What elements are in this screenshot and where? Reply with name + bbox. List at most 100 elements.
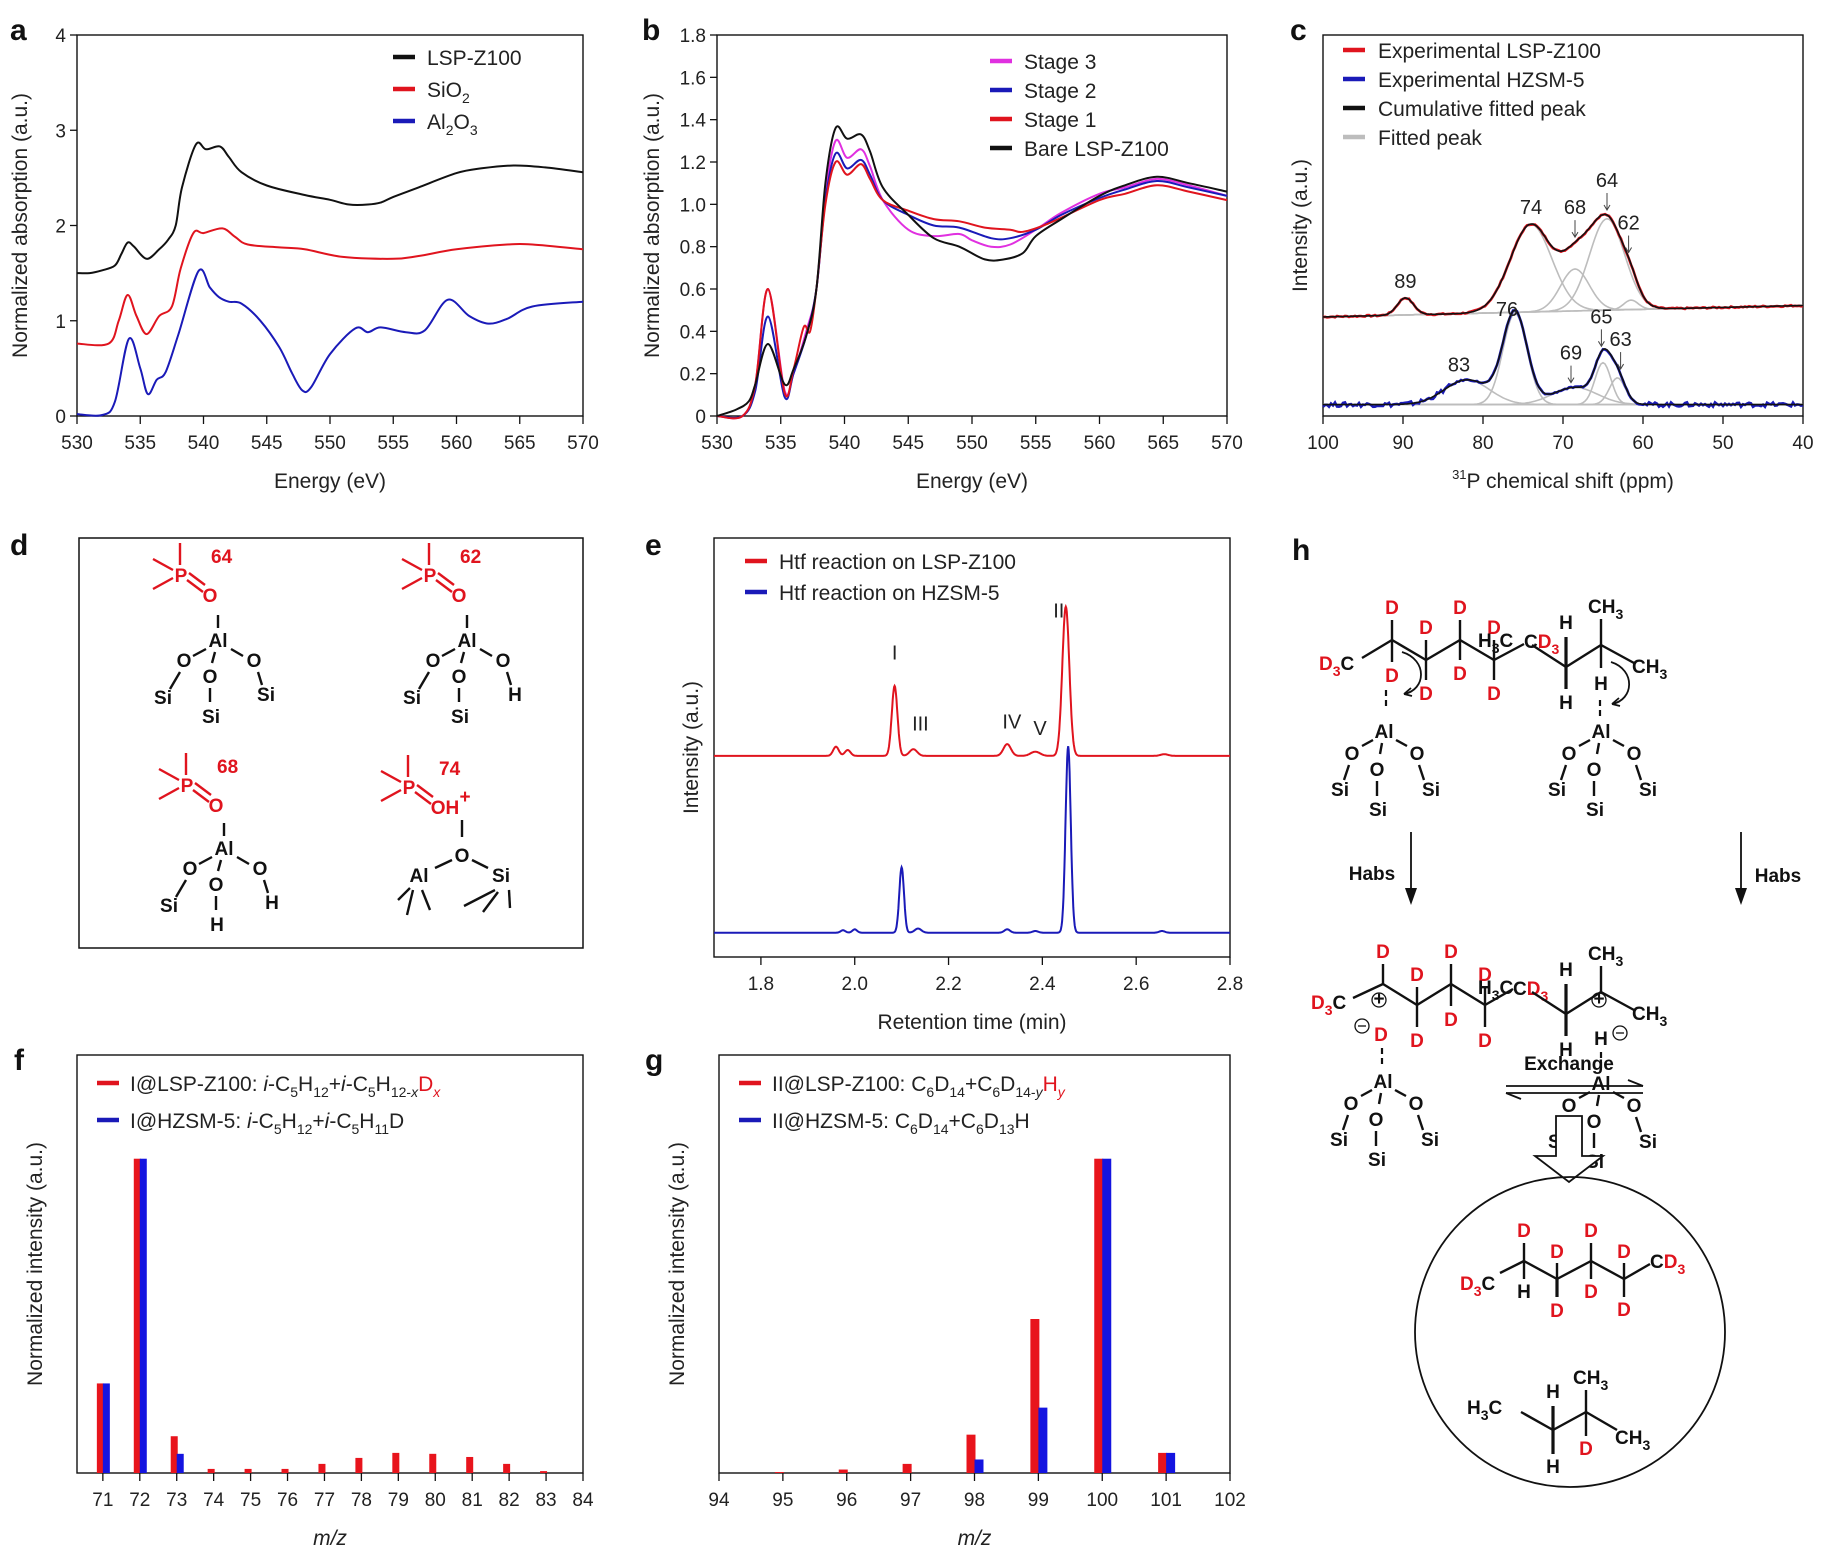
bond (186, 579, 204, 593)
bond (1600, 990, 1635, 1012)
bond (1595, 742, 1601, 755)
deuterium-label: D (1538, 632, 1552, 653)
hydrogen-label: H (1559, 1040, 1573, 1061)
deuterium-label: D (1664, 1252, 1678, 1273)
deuterium-label: D (1517, 1221, 1531, 1242)
chart-c-31p-nmr: 100 90 80 70 60 50 40 Intensity (a.u.) 31P chemi… (1289, 34, 1814, 493)
bond (262, 879, 270, 894)
bond (434, 858, 453, 870)
silicon-label: Si (1421, 1130, 1439, 1151)
chart-f-xtick-label: 83 (535, 1490, 556, 1511)
chart-b-xtick-label: 550 (956, 433, 988, 454)
chart-b-xtick-label: 530 (701, 433, 733, 454)
chart-f-xtick-label: 80 (425, 1490, 446, 1511)
bond (188, 572, 206, 586)
arrowhead (1611, 697, 1621, 707)
exchange-label: Exchange (1524, 1054, 1614, 1075)
bond (471, 858, 489, 870)
bond (152, 576, 174, 591)
legend-formula-part: x (410, 1084, 419, 1100)
legend-formula-part: D (389, 1110, 404, 1133)
oxygen-label: O (1562, 744, 1577, 765)
chart-e-peak-label: I (892, 643, 898, 665)
chart-a-xtick-label: 550 (314, 433, 346, 454)
chart-b-legend-label: Stage 3 (1024, 51, 1096, 74)
chart-g-xtick-label: 96 (836, 1490, 857, 1511)
chart-b-xtick-label: 570 (1211, 433, 1243, 454)
oxygen-label: O (455, 846, 470, 867)
deuterium-label: D (1453, 598, 1467, 619)
chart-b-xtick-label: 560 (1084, 433, 1116, 454)
substituent-label: Si (154, 688, 172, 709)
positive-charge-sign: + (1373, 989, 1384, 1010)
deuterium-label: D (1385, 598, 1399, 619)
hydrogen-label: H (1467, 1398, 1481, 1419)
chart-f-bar (133, 1158, 141, 1473)
scheme-h-mechanism: D3CCD3DDDDDDDDAlOSiOSiOSiH3CHHCH3CH3HAlO… (1311, 597, 1801, 1488)
group-text: CH (1632, 657, 1659, 678)
chart-c-peak-label: 68 (1564, 197, 1586, 219)
bond (1634, 1116, 1643, 1133)
legend-subscript: 3 (470, 122, 478, 138)
chart-a-legend-label: Al2O3 (427, 111, 478, 138)
chart-b-xtick-label: 565 (1147, 433, 1179, 454)
chart-a-xtick-label: 545 (251, 433, 283, 454)
deuterium-label: D (1311, 993, 1325, 1014)
carbon-label: C (1513, 979, 1527, 1000)
chart-g-xtick-label: 101 (1150, 1490, 1182, 1511)
bond (1382, 982, 1418, 1007)
bond (1361, 638, 1393, 660)
d3c-group: D3C (1460, 1274, 1496, 1299)
positive-charge-icon (1371, 992, 1387, 1008)
chart-c-peak-label: 69 (1560, 343, 1582, 365)
legend-prefix: II@LSP-Z100: (772, 1073, 911, 1096)
chart-c-annotation-arrowhead (1597, 341, 1605, 348)
legend-formula-part: 6 (910, 1121, 918, 1137)
hydrogen-label: H (1478, 631, 1492, 652)
panel-letter-f: f (14, 1044, 25, 1077)
legend-subscript: 2 (446, 122, 454, 138)
charge-plus-label: + (459, 787, 470, 808)
bond (198, 855, 213, 866)
deuterium-label: D (1579, 1439, 1593, 1460)
oxygen-label: O (452, 586, 467, 607)
legend-text-part: Al (427, 111, 446, 134)
positive-charge-icon (1591, 992, 1607, 1008)
chart-f-bar (503, 1463, 511, 1473)
h3c-group: H3C (1478, 978, 1514, 1003)
arrowhead (1627, 1079, 1644, 1087)
chart-a-legend-label: SiO2 (427, 79, 470, 106)
chart-a-frame (76, 34, 584, 417)
chart-a-ytick-label: 2 (55, 217, 66, 238)
legend-formula-part: x (432, 1084, 441, 1100)
chart-f-bar (207, 1468, 215, 1473)
substituent-label: Si (403, 688, 421, 709)
chart-e-xlabel: Retention time (min) (877, 1011, 1066, 1034)
chart-c-xtick-label: 40 (1792, 433, 1813, 454)
oxygen-label: O (1410, 744, 1425, 765)
bond (482, 891, 499, 913)
chart-g-bar (966, 1434, 976, 1473)
group-subscript: 3 (1659, 1013, 1667, 1029)
chart-f-xtick-label: 75 (240, 1490, 261, 1511)
chart-a-series-line (76, 141, 584, 275)
chart-a-xtick-label: 555 (377, 433, 409, 454)
group-subscript: 3 (1492, 640, 1500, 656)
oxygen-label: O (247, 651, 262, 672)
chart-g-xtick-label: 99 (1028, 1490, 1049, 1511)
oxygen-label: O (177, 651, 192, 672)
legend-formula-part: y (1035, 1084, 1044, 1100)
legend-formula-part: -C (268, 1073, 290, 1096)
bond (435, 579, 453, 593)
chart-e-peak-label: III (912, 714, 929, 736)
oxygen-label: O (496, 651, 511, 672)
chart-f-xtick-label: 82 (499, 1490, 520, 1511)
silicon-label: Si (1639, 780, 1657, 801)
bond (1552, 1410, 1587, 1432)
legend-formula-part: 14 (933, 1121, 949, 1137)
bond (1559, 764, 1568, 781)
bond (174, 879, 188, 898)
bond (380, 769, 402, 784)
group-subscript: 3 (1333, 663, 1341, 679)
